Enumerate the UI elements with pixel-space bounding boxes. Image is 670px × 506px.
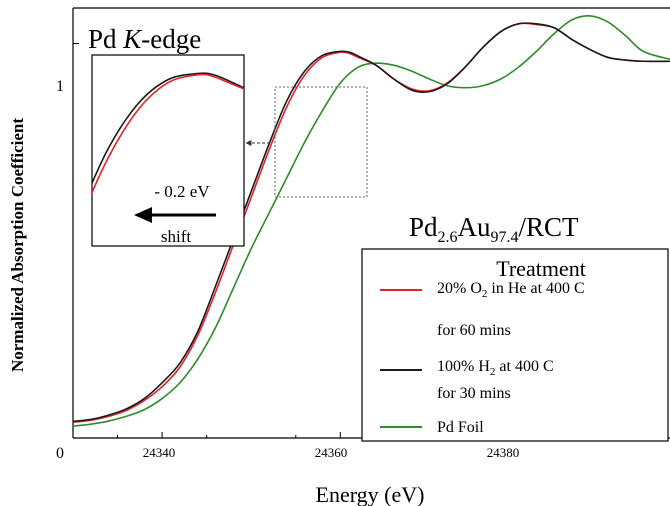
title-italic: K	[122, 24, 143, 54]
chart-title: Pd K-edge	[88, 24, 201, 54]
series-group	[73, 15, 670, 427]
inset-panel: - 0.2 eV shift	[91, 54, 245, 247]
legend-box	[361, 248, 669, 442]
legend-entry-0-sub: 2	[482, 288, 488, 300]
series-line-1	[73, 22, 670, 423]
y-tick-label-1: 1	[56, 78, 64, 95]
legend: Treatment 20% O2 in He at 400 C for 60 m…	[361, 248, 669, 442]
legend-entry-1-line2: for 30 mins	[437, 385, 511, 402]
x-tick-label-2: 24380	[487, 445, 520, 460]
sample-label-mid: Au	[458, 212, 491, 242]
y-axis-label: Normalized Absorption Coefficient	[8, 118, 27, 372]
legend-entry-1-sub: 2	[490, 366, 496, 378]
inset-shift-word: shift	[161, 227, 192, 246]
legend-entry-1-post: at 400 C	[495, 358, 553, 375]
inset-shift-arrow-head	[134, 207, 152, 223]
x-tick-label-0: 24340	[143, 445, 176, 460]
legend-entry-0-pre: 20% O	[437, 280, 482, 297]
legend-entry-2-line1: Pd Foil	[437, 419, 484, 436]
inset-shift-value: - 0.2 eV	[154, 182, 210, 201]
legend-entry-1-pre: 100% H	[437, 358, 490, 375]
sample-label: Pd2.6Au97.4/RCT	[409, 212, 579, 246]
series-line-2	[73, 15, 670, 427]
x-tick-label-1: 24360	[315, 445, 348, 460]
inset-series-line-1	[92, 72, 244, 185]
inset-series-line-0	[92, 73, 244, 195]
y-tick-label-0: 0	[56, 445, 64, 462]
zoom-region-box	[274, 86, 368, 198]
legend-entry-0-line1: 20% O2 in He at 400 C	[437, 280, 585, 300]
title-prefix: Pd	[88, 24, 123, 54]
sample-label-suffix: /RCT	[519, 212, 580, 242]
x-axis-label: Energy (eV)	[316, 482, 425, 506]
inset-series-group	[92, 72, 244, 195]
legend-entry-0-line2: for 60 mins	[437, 322, 511, 339]
legend-entry-0-post: in He at 400 C	[487, 280, 584, 297]
legend-entry-2-pre: Pd Foil	[437, 419, 484, 436]
sample-label-sub2: 97.4	[491, 229, 519, 246]
legend-entry-1-line1: 100% H2 at 400 C	[437, 358, 554, 378]
title-suffix: -edge	[141, 24, 201, 54]
sample-label-base: Pd	[409, 212, 438, 242]
legend-title: Treatment	[496, 256, 586, 281]
sample-label-sub1: 2.6	[438, 229, 458, 246]
